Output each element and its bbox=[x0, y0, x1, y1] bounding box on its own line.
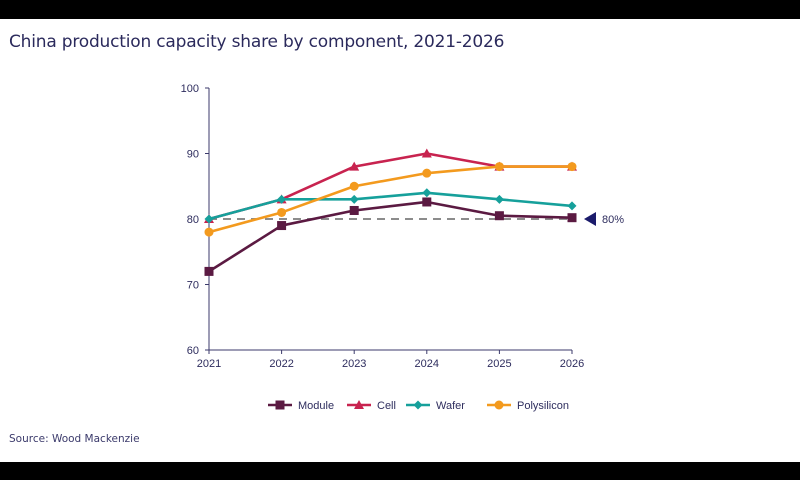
data-point-module bbox=[567, 213, 577, 223]
data-point-cell bbox=[349, 161, 360, 171]
legend-label-polysilicon: Polysilicon bbox=[517, 400, 569, 412]
data-point-wafer bbox=[204, 214, 214, 224]
data-point-module bbox=[277, 221, 287, 231]
x-tick-label: 2022 bbox=[269, 358, 293, 370]
line-chart: 60 70 80 90 100 2021 2022 2023 2024 2025 2026 80% Mo… bbox=[181, 83, 625, 412]
y-tick-label: 60 bbox=[187, 345, 199, 357]
data-point-polysilicon bbox=[204, 227, 214, 237]
data-point-module bbox=[494, 211, 504, 221]
series-line-wafer bbox=[208, 191, 573, 221]
y-tick-label: 70 bbox=[187, 280, 199, 292]
data-point-wafer bbox=[567, 201, 577, 211]
y-tick-label: 90 bbox=[187, 149, 199, 161]
legend-label-cell: Cell bbox=[377, 400, 396, 412]
data-point-module bbox=[204, 266, 214, 276]
data-point-module bbox=[422, 197, 432, 207]
series-line-polysilicon bbox=[208, 165, 572, 234]
y-tick-label: 100 bbox=[181, 83, 199, 95]
legend-marker-wafer bbox=[413, 400, 423, 410]
data-point-polysilicon bbox=[567, 162, 577, 172]
x-tick-label: 2024 bbox=[415, 358, 439, 370]
reference-marker-icon bbox=[584, 212, 596, 226]
data-point-polysilicon bbox=[277, 207, 287, 217]
x-tick-label: 2021 bbox=[197, 358, 221, 370]
data-point-wafer bbox=[349, 194, 359, 204]
x-tick-label: 2025 bbox=[487, 358, 511, 370]
source-note: Source: Wood Mackenzie bbox=[9, 433, 140, 445]
series-line-module bbox=[208, 200, 573, 273]
data-point-wafer bbox=[277, 194, 287, 204]
x-tick-label: 2026 bbox=[560, 358, 584, 370]
data-point-polysilicon bbox=[494, 162, 504, 172]
legend-marker-polysilicon bbox=[494, 400, 504, 410]
legend-marker-cell bbox=[354, 400, 364, 409]
x-tick-label: 2023 bbox=[342, 358, 366, 370]
reference-label: 80% bbox=[602, 214, 624, 226]
data-point-wafer bbox=[422, 188, 432, 198]
data-point-module bbox=[349, 205, 359, 215]
data-point-polysilicon bbox=[349, 181, 359, 191]
series-line-cell bbox=[208, 152, 572, 221]
legend-label-wafer: Wafer bbox=[436, 400, 465, 412]
data-point-polysilicon bbox=[422, 168, 432, 178]
data-point-cell bbox=[421, 148, 432, 158]
y-tick-label: 80 bbox=[187, 214, 199, 226]
data-point-wafer bbox=[494, 194, 504, 204]
chart-title: China production capacity share by compo… bbox=[9, 32, 505, 52]
chart-canvas: China production capacity share by compo… bbox=[0, 19, 800, 462]
legend-marker-module bbox=[275, 400, 285, 410]
legend-label-module: Module bbox=[298, 400, 334, 412]
